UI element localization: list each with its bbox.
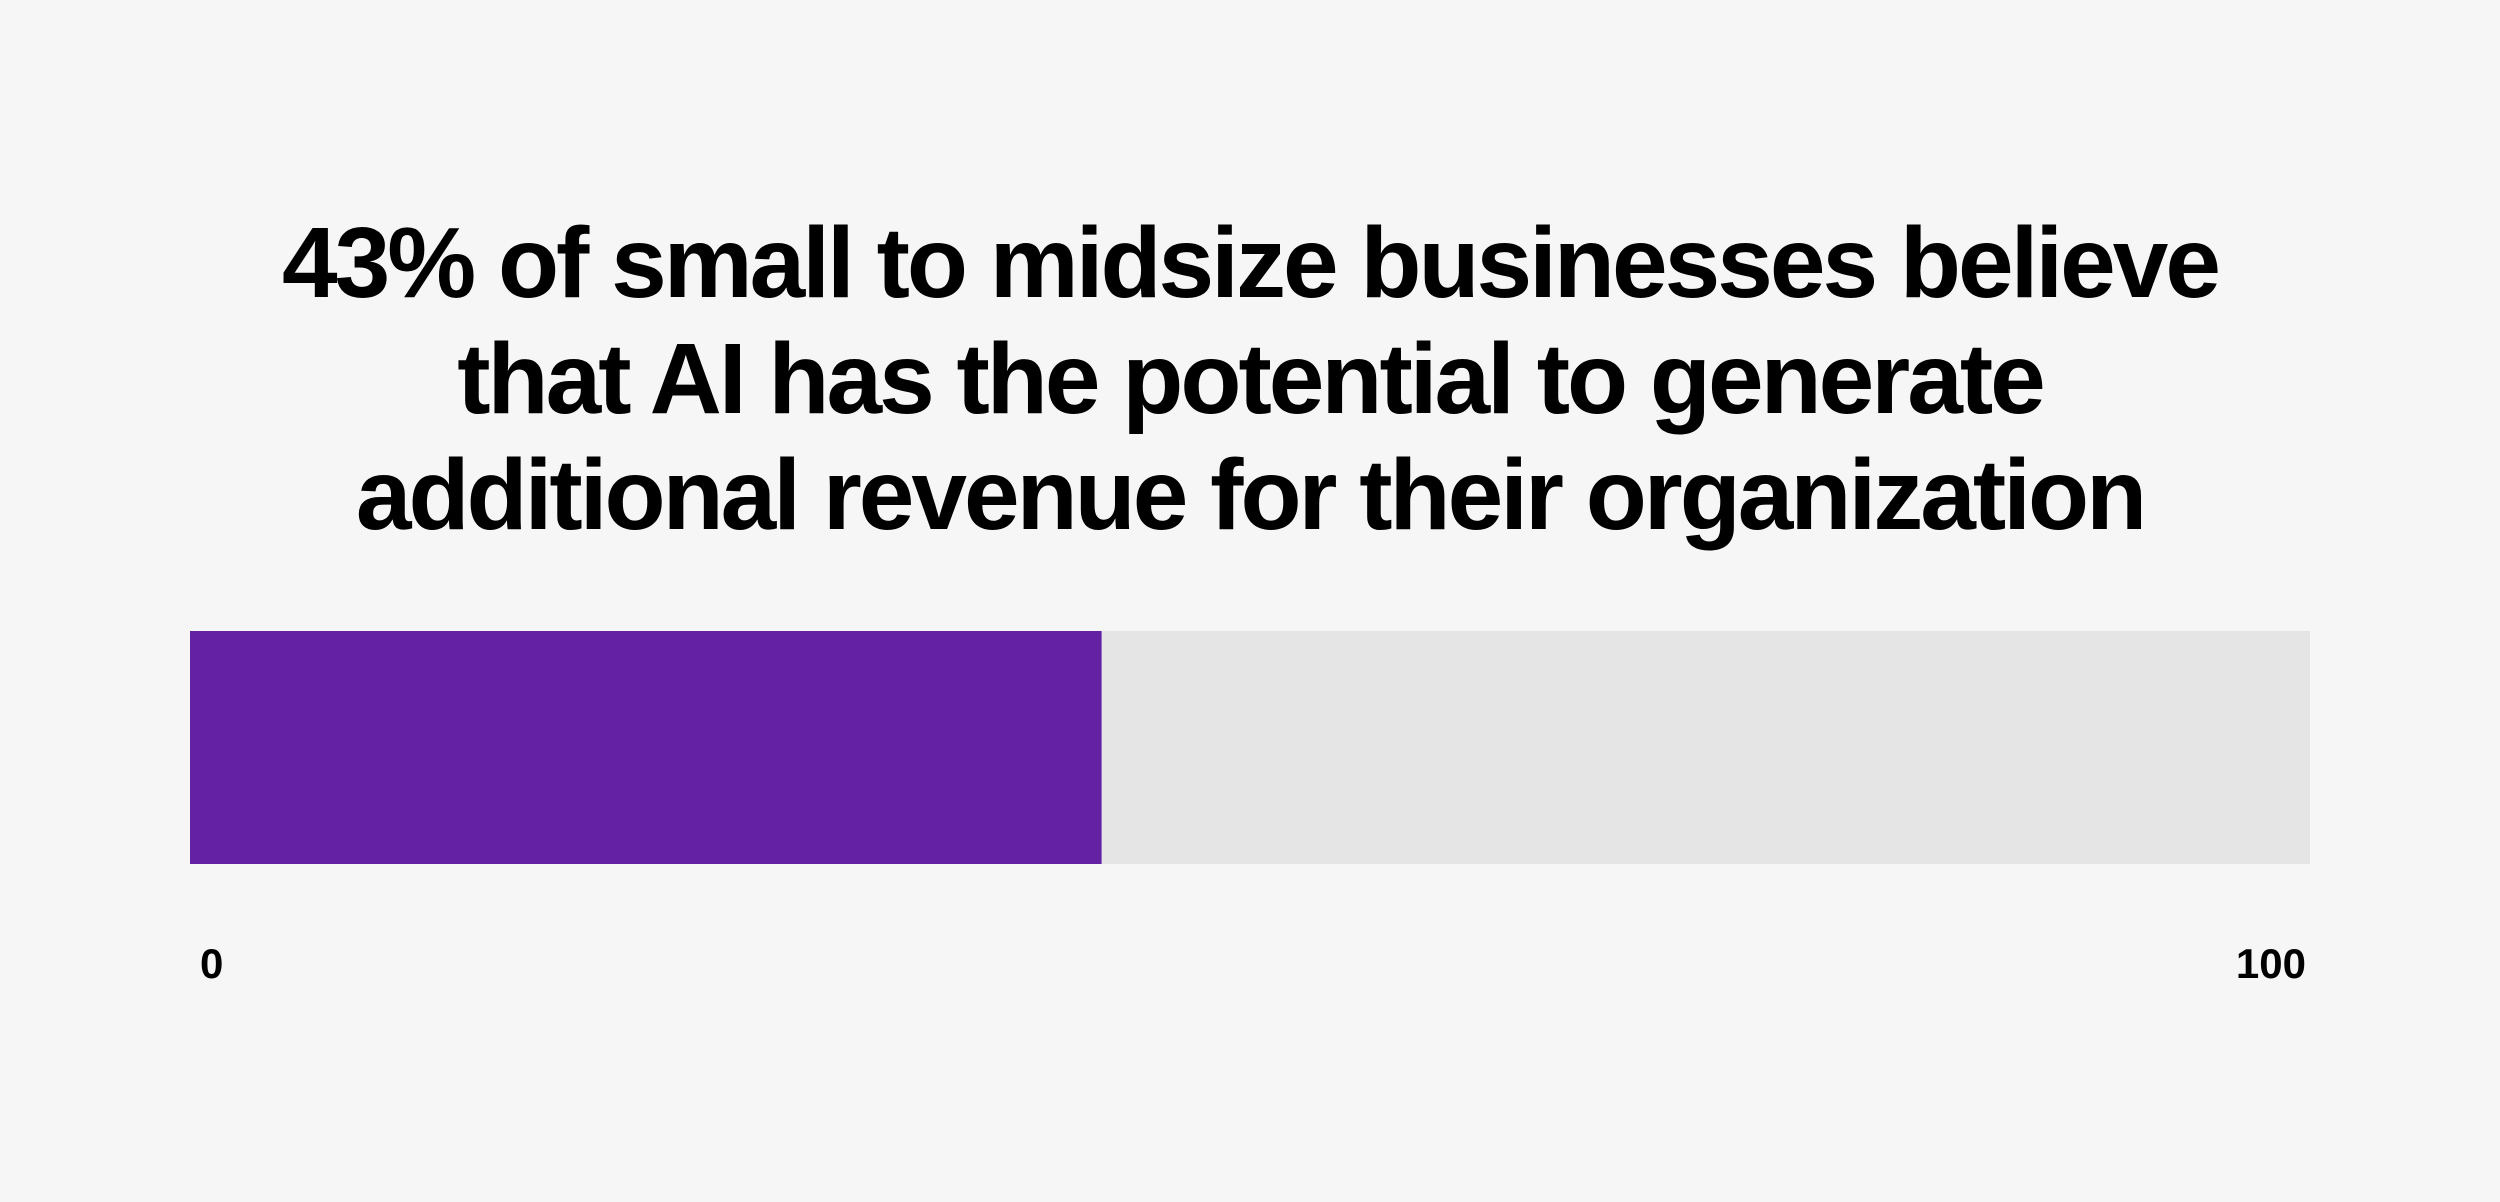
bar-fill [190,631,1102,864]
tick-label-max: 100 [2235,940,2306,987]
progress-bar-chart [190,631,2310,864]
chart-title: 43% of small to midsize businesses belie… [0,205,2500,553]
title-line-2: that AI has the potential to generate [457,323,2045,435]
tick-label-min: 0 [200,940,224,987]
title-line-3: additional revenue for their organizatio… [355,439,2147,551]
title-line-1: 43% of small to midsize businesses belie… [282,207,2221,319]
